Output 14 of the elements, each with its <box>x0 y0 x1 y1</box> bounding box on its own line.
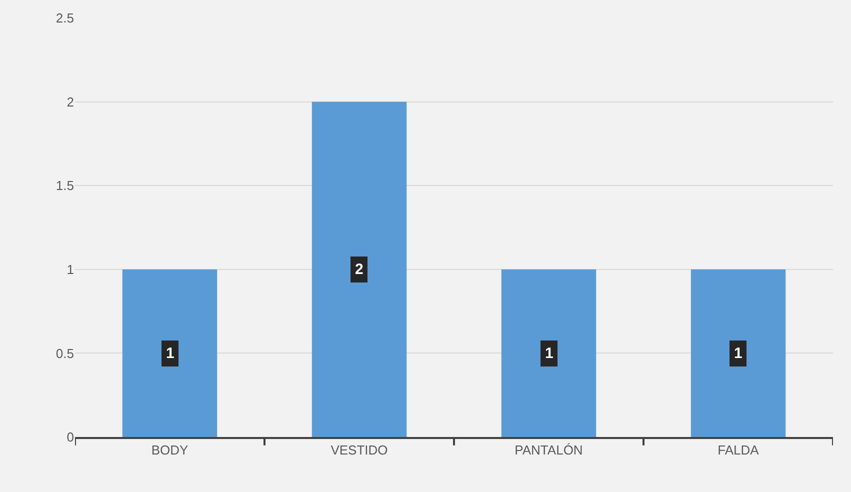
y-tick-label: 1.5 <box>56 178 74 194</box>
y-tick-label: 2.5 <box>56 10 74 26</box>
x-tick-label: BODY <box>151 442 188 458</box>
x-tick-label: VESTIDO <box>330 442 388 458</box>
x-tick-label: FALDA <box>718 442 760 458</box>
data-label: 2 <box>355 261 364 278</box>
data-label: 1 <box>734 345 742 362</box>
y-tick-label: 0 <box>66 430 74 445</box>
y-tick-label: 1 <box>66 262 74 277</box>
data-label: 1 <box>166 345 174 362</box>
x-tick-label: PANTALÓN <box>514 442 583 458</box>
data-label: 1 <box>545 345 554 362</box>
y-tick-label: 0.5 <box>56 346 74 361</box>
y-tick-label: 2 <box>66 94 74 110</box>
